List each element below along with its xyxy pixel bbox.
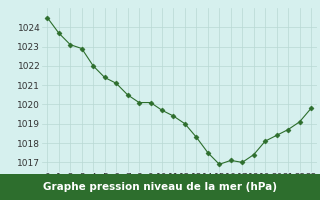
- Text: Graphe pression niveau de la mer (hPa): Graphe pression niveau de la mer (hPa): [43, 182, 277, 192]
